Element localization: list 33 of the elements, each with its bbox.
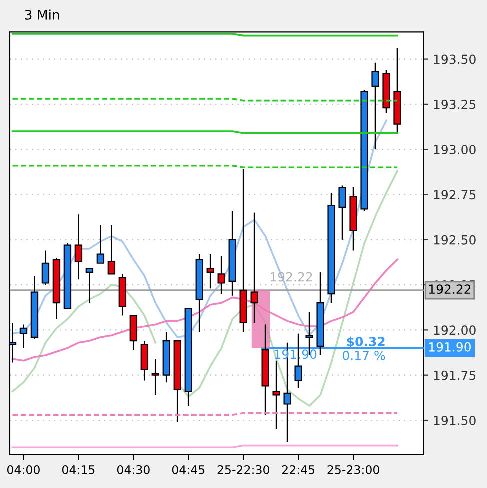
x-tick-label: 22:45: [282, 465, 315, 474]
candlestick: [42, 250, 50, 286]
chart-title: 3 Min: [25, 10, 60, 20]
candlestick: [20, 324, 28, 349]
candlestick: [96, 224, 105, 264]
x-tick-label: 04:15: [62, 465, 95, 474]
candlestick: [272, 360, 280, 430]
y-tick-label: 193.00: [434, 145, 476, 155]
candlestick: [206, 254, 214, 290]
y-tick-label: 192.75: [434, 190, 476, 200]
y-tick-label: 193.50: [434, 54, 476, 64]
ref-line-label: 191.90: [429, 342, 471, 352]
line-series: [12, 258, 398, 362]
x-tick-label: 25-22:30: [218, 465, 270, 474]
candlestick: [152, 358, 160, 396]
y-tick-label: 191.75: [434, 370, 476, 380]
candlestick: [108, 224, 116, 275]
candlestick: [338, 185, 346, 241]
y-tick-label: 192.00: [434, 326, 476, 336]
annotation: 0.17 %: [342, 350, 386, 360]
x-tick-label: 04:30: [117, 465, 150, 474]
y-tick-label: 192.50: [434, 235, 476, 245]
annotation: $0.32: [347, 336, 385, 348]
y-tick-label: 191.50: [434, 416, 476, 426]
y-tick-label: 193.25: [434, 100, 476, 110]
x-tick-label: 04:00: [7, 465, 40, 474]
candlestick: [218, 255, 226, 295]
candlestick: [250, 212, 258, 324]
x-tick-label: 25-23:00: [328, 465, 380, 474]
candlestick: [372, 62, 380, 150]
x-tick-label: 04:45: [172, 465, 205, 474]
candlestick: [74, 214, 83, 280]
candlestick: [86, 268, 94, 304]
